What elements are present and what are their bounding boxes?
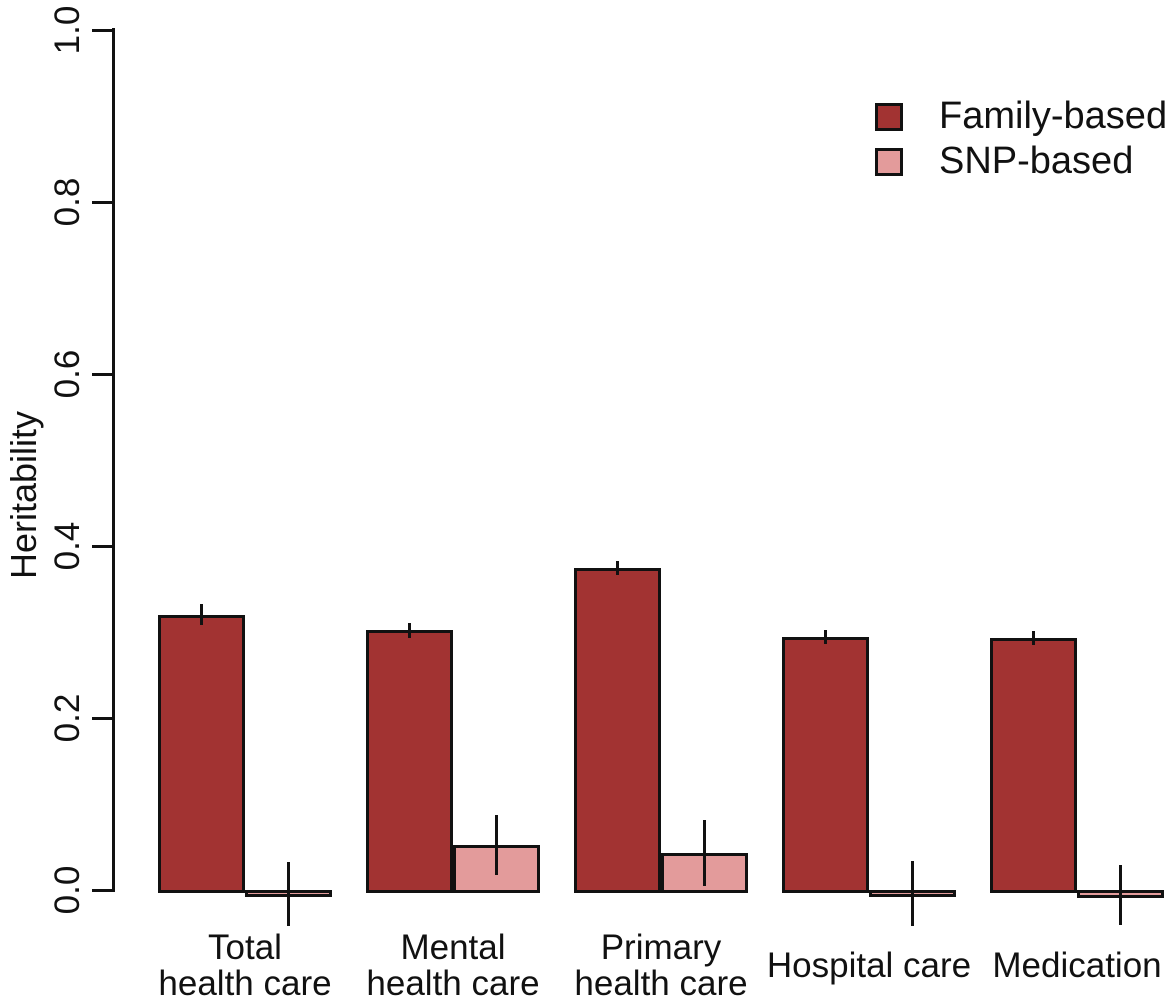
error-bar-family-3 bbox=[824, 630, 827, 645]
y-tick-0 bbox=[92, 888, 115, 892]
error-bar-family-1 bbox=[408, 622, 411, 638]
error-bar-family-4 bbox=[1032, 631, 1035, 645]
x-axis-label-line: Total bbox=[208, 928, 282, 967]
bar-family-1 bbox=[366, 630, 453, 893]
x-axis-label-3: Hospital care bbox=[767, 948, 971, 984]
x-axis-label-line: Medication bbox=[992, 946, 1162, 985]
error-bar-family-0 bbox=[200, 604, 203, 626]
error-bar-snp-1 bbox=[495, 815, 498, 876]
legend-item-family-based: Family-based bbox=[875, 94, 1167, 139]
y-tick-label-2: 0.4 bbox=[48, 521, 87, 571]
y-tick-label-3: 0.6 bbox=[48, 349, 87, 399]
error-bar-snp-2 bbox=[703, 820, 706, 886]
x-axis-label-1: Mental health care bbox=[366, 930, 539, 999]
y-tick-1 bbox=[92, 716, 115, 720]
legend-label-family-based: Family-based bbox=[939, 95, 1167, 137]
error-bar-snp-3 bbox=[911, 860, 914, 927]
x-axis-label-line: Hospital care bbox=[766, 946, 972, 985]
legend-swatch-snp-based-icon bbox=[875, 147, 903, 176]
y-tick-label-5: 1.0 bbox=[48, 5, 87, 55]
bar-family-2 bbox=[574, 568, 661, 893]
error-bar-snp-4 bbox=[1119, 865, 1122, 926]
x-axis-label-2: Primary health care bbox=[574, 930, 747, 999]
x-axis-label-line: Mental bbox=[400, 928, 506, 967]
legend-swatch-family-based-icon bbox=[875, 102, 903, 131]
x-axis-label-line: Primary bbox=[600, 928, 722, 967]
y-tick-label-4: 0.8 bbox=[48, 177, 87, 227]
y-tick-4 bbox=[92, 200, 115, 204]
legend: Family-based SNP-based bbox=[875, 94, 1167, 184]
y-tick-label-1: 0.2 bbox=[48, 693, 87, 743]
y-tick-label-0: 0.0 bbox=[48, 865, 87, 915]
x-axis-label-line: health care bbox=[574, 964, 748, 999]
y-axis-line bbox=[112, 28, 115, 892]
x-axis-label-0: Total health care bbox=[158, 930, 331, 999]
x-axis-label-line: health care bbox=[158, 964, 332, 999]
bar-family-4 bbox=[990, 638, 1077, 893]
error-bar-snp-0 bbox=[287, 862, 290, 927]
x-axis-label-4: Medication bbox=[992, 948, 1161, 984]
legend-item-snp-based: SNP-based bbox=[875, 139, 1167, 184]
y-tick-3 bbox=[92, 372, 115, 376]
y-tick-5 bbox=[92, 28, 115, 32]
y-axis-title: Heritability bbox=[3, 410, 44, 580]
bar-family-0 bbox=[158, 614, 245, 893]
legend-label-snp-based: SNP-based bbox=[939, 140, 1134, 182]
bar-family-3 bbox=[782, 637, 869, 893]
y-tick-2 bbox=[92, 544, 115, 548]
x-axis-label-line: health care bbox=[366, 964, 540, 999]
error-bar-family-2 bbox=[616, 561, 619, 576]
